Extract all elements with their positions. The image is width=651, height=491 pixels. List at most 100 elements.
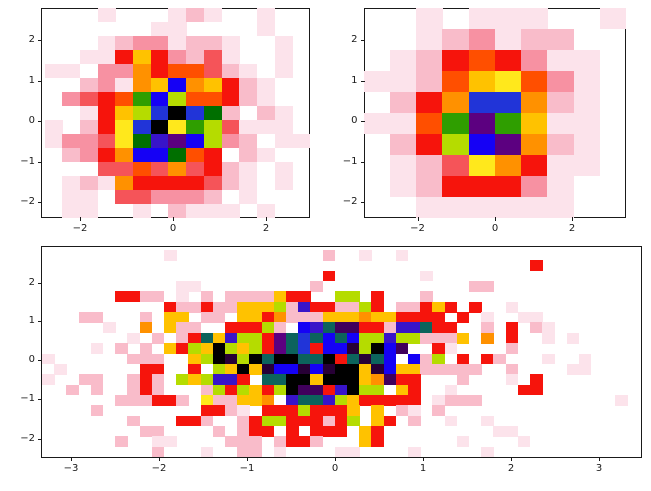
heatmap-cell [221, 133, 240, 149]
heatmap-cell [347, 322, 360, 334]
heatmap-cell [221, 119, 240, 135]
heatmap-cell [395, 343, 409, 354]
heatmap-cell [347, 301, 360, 313]
heatmap-cell [133, 133, 152, 149]
heatmap-cell [420, 312, 433, 323]
heatmap-cell [164, 312, 177, 323]
heatmap-cell [444, 363, 458, 375]
heatmap-cell [383, 394, 397, 406]
heatmap-cell [90, 374, 104, 385]
heatmap-cell [239, 189, 258, 205]
heatmap-cell [371, 353, 385, 365]
y-axis-tick [38, 399, 42, 400]
heatmap-cell [298, 394, 311, 406]
heatmap-cell [97, 63, 116, 79]
heatmap-cell [176, 415, 189, 427]
heatmap-cell [225, 301, 238, 313]
heatmap-cell [127, 353, 141, 365]
heatmap-cell [133, 119, 152, 135]
heatmap-cell [420, 291, 433, 303]
x-axis-tick-label: −3 [63, 463, 79, 474]
heatmap-cell [168, 161, 187, 177]
heatmap-cell [383, 374, 397, 385]
y-axis-tick [38, 161, 42, 163]
heatmap-cell [322, 353, 336, 365]
heatmap-cell [225, 384, 238, 396]
heatmap-cell [133, 161, 152, 177]
heatmap-cell [62, 175, 81, 191]
heatmap-cell [395, 363, 409, 375]
heatmap-cell [347, 291, 360, 303]
heatmap-cell [494, 70, 522, 93]
axes-bottom-hist2d: −3 −2 −1 0 1 2 3 2 1 0 −1 −2 [20, 246, 642, 474]
x-axis-tick [71, 457, 72, 461]
heatmap-cell [363, 112, 391, 135]
heatmap-cell [383, 363, 397, 375]
heatmap-cell [151, 374, 165, 385]
heatmap-cell [212, 353, 226, 365]
heatmap-cell [164, 250, 177, 261]
heatmap-cell [389, 91, 417, 114]
heatmap-cell [389, 175, 417, 197]
heatmap-cell [115, 343, 128, 354]
heatmap-cell [389, 133, 417, 156]
heatmap-cell [542, 332, 555, 344]
heatmap-cell [97, 133, 116, 149]
heatmap-cell [133, 175, 152, 191]
y-axis-tick-label: 2 [351, 34, 358, 45]
heatmap-cell [469, 394, 482, 406]
heatmap-cell [150, 175, 169, 191]
heatmap-cell [188, 322, 202, 334]
heatmap-cell [139, 343, 153, 354]
x-axis-tick [417, 216, 419, 221]
y-axis-tick [360, 161, 365, 163]
heatmap-cell [239, 91, 258, 107]
heatmap-cell [79, 119, 99, 135]
heatmap-cell [203, 105, 222, 121]
heatmap-cell [203, 175, 222, 191]
heatmap-cell [239, 147, 258, 163]
heatmap-cell [225, 363, 238, 375]
heatmap-cell [221, 35, 240, 51]
heatmap-cell [371, 322, 385, 334]
heatmap-cell [493, 353, 507, 365]
heatmap-cell [442, 112, 469, 135]
heatmap-cell [115, 147, 134, 163]
heatmap-cell [237, 332, 250, 344]
heatmap-cell [371, 405, 385, 417]
heatmap-cell [334, 322, 348, 334]
heatmap-cell [139, 322, 153, 334]
heatmap-cell [347, 405, 360, 417]
heatmap-cell [115, 161, 134, 177]
heatmap-cell [274, 119, 293, 135]
heatmap-cell [322, 250, 336, 261]
heatmap-cell [420, 363, 433, 375]
heatmap-cell [468, 154, 496, 177]
heatmap-cell [416, 196, 443, 218]
heatmap-cell [408, 405, 421, 417]
heatmap-cell [286, 436, 299, 448]
x-axis-tick [173, 216, 174, 221]
heatmap-cell [97, 147, 116, 163]
heatmap-cell [442, 49, 469, 72]
heatmap-cell [256, 105, 276, 121]
heatmap-cell [261, 343, 275, 354]
heatmap-cell [186, 63, 205, 79]
heatmap-cell [359, 332, 372, 344]
heatmap-cell [383, 415, 397, 427]
heatmap-cell [200, 446, 214, 458]
heatmap-cell [286, 343, 299, 354]
heatmap-cell [359, 250, 372, 261]
heatmap-cell [139, 363, 153, 375]
heatmap-cell [237, 343, 250, 354]
heatmap-cell [347, 446, 360, 458]
heatmap-cell [115, 105, 134, 121]
heatmap-cell [456, 312, 470, 323]
heatmap-cell [133, 189, 152, 205]
heatmap-cell [468, 91, 496, 114]
heatmap-cell [78, 374, 92, 385]
y-axis-tick-label: 0 [28, 354, 35, 365]
heatmap-cell [188, 363, 202, 375]
heatmap-cell [334, 394, 348, 406]
